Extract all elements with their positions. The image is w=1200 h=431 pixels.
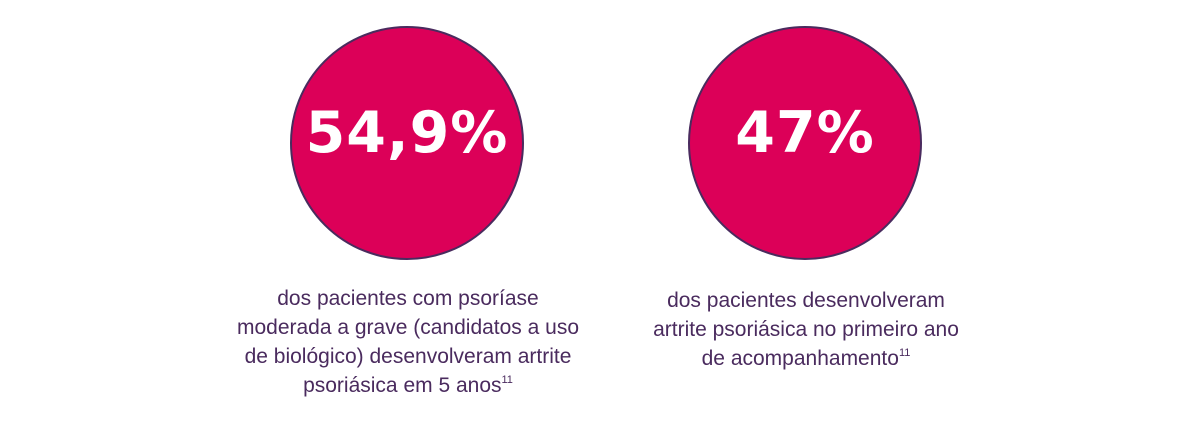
caption-line-last: psoriásica em 5 anos11 xyxy=(220,371,596,400)
caption-line: de biológico) desenvolveram artrite xyxy=(244,345,572,368)
stat-circle: 47% xyxy=(688,26,922,260)
caption-line: dos pacientes com psoríase xyxy=(277,287,539,310)
stat-value: 54,9% xyxy=(305,99,509,166)
caption-line: dos pacientes desenvolveram xyxy=(667,289,945,312)
stat-caption: dos pacientes com psoríase moderada a gr… xyxy=(220,284,596,400)
caption-line: artrite psoriásica no primeiro ano xyxy=(653,318,959,341)
caption-line-text: psoriásica em 5 anos xyxy=(303,374,502,397)
caption-line: moderada a grave (candidatos a uso xyxy=(236,316,580,339)
reference-number: 11 xyxy=(898,347,911,359)
caption-line-last: de acompanhamento11 xyxy=(618,344,994,373)
stat-value: 47% xyxy=(735,99,875,166)
reference-number: 11 xyxy=(501,374,513,386)
caption-line-text: de acompanhamento xyxy=(701,347,899,370)
stat-circle: 54,9% xyxy=(290,26,524,260)
stat-caption: dos pacientes desenvolveram artrite psor… xyxy=(618,286,994,373)
